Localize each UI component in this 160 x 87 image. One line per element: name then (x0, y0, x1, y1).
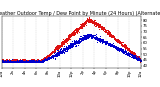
Title: Milw. Weather Outdoor Temp / Dew Point by Minute (24 Hours) (Alternate): Milw. Weather Outdoor Temp / Dew Point b… (0, 11, 160, 16)
